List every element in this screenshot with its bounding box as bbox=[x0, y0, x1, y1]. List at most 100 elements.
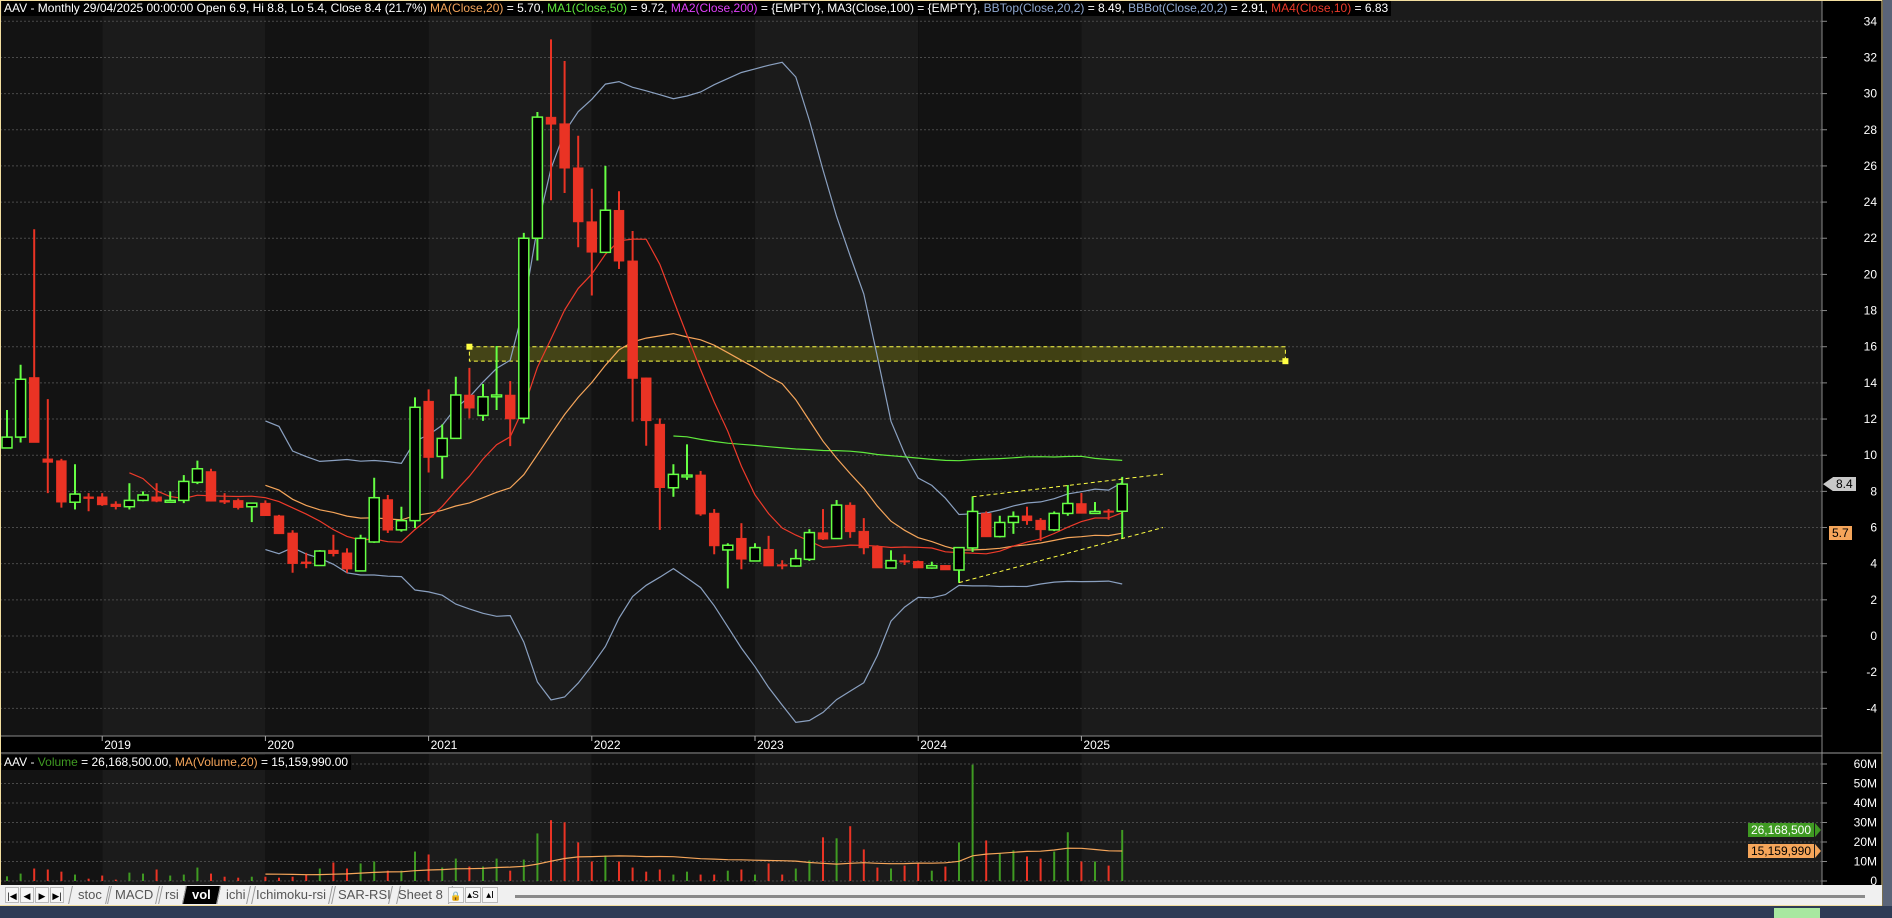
candle-body bbox=[844, 504, 856, 533]
candle bbox=[586, 188, 598, 296]
candle bbox=[191, 460, 204, 485]
candle bbox=[1103, 509, 1114, 520]
x-tick-label: 2022 bbox=[594, 738, 621, 752]
candle-body bbox=[300, 561, 312, 564]
candle bbox=[1007, 511, 1020, 534]
candle bbox=[899, 554, 910, 565]
candle-body bbox=[28, 377, 40, 443]
tab-sheet-8[interactable]: Sheet 8 bbox=[388, 886, 453, 904]
bbtop-label: BBTop(Close,20,2) bbox=[983, 1, 1085, 15]
ma20-price-tag: 5.7 bbox=[1829, 526, 1852, 541]
y-tick-label: 16 bbox=[1864, 340, 1878, 354]
candle bbox=[736, 523, 747, 570]
x-tick-label: 2024 bbox=[920, 738, 947, 752]
tab-label: MACD bbox=[115, 887, 154, 902]
candle-body bbox=[681, 474, 693, 478]
candle bbox=[314, 550, 326, 567]
sync-s-button[interactable]: ▴S bbox=[465, 887, 481, 903]
candle bbox=[219, 493, 230, 505]
candle bbox=[1089, 502, 1101, 515]
candle bbox=[695, 470, 706, 516]
candle bbox=[69, 464, 81, 510]
volume-ma-tag-text: 15,159,990 bbox=[1750, 844, 1811, 859]
candle-body bbox=[613, 209, 625, 262]
bbtop-value: = 8.49, bbox=[1084, 1, 1129, 15]
candle-body bbox=[368, 496, 380, 543]
candle-body bbox=[341, 552, 353, 570]
candle-body bbox=[450, 394, 462, 440]
candle-body bbox=[260, 502, 271, 517]
volume-label: Volume bbox=[37, 755, 78, 769]
candle bbox=[490, 345, 503, 410]
sync-i-button[interactable]: ▴I bbox=[482, 887, 498, 903]
year-band bbox=[0, 754, 103, 885]
bb-bottom-line bbox=[265, 547, 1123, 724]
candle-body bbox=[667, 473, 680, 489]
candle-body bbox=[763, 548, 774, 567]
candle-body bbox=[817, 532, 829, 540]
candle-body bbox=[1048, 512, 1060, 531]
candle-body bbox=[504, 394, 516, 420]
candle-body bbox=[830, 504, 843, 540]
volume-ma-tag: 15,159,990 bbox=[1747, 844, 1814, 859]
candle bbox=[477, 383, 489, 421]
ma20-label: MA(Close,20) bbox=[430, 1, 504, 15]
candle-body bbox=[423, 400, 434, 458]
trendline bbox=[972, 473, 1164, 498]
candle bbox=[436, 424, 448, 479]
y-tick-label: 4 bbox=[1870, 557, 1877, 571]
year-band bbox=[591, 0, 755, 736]
candle bbox=[885, 550, 897, 569]
candle-body bbox=[123, 499, 136, 508]
volume-pane-header: AAV - Volume = 26,168,500.00, MA(Volume,… bbox=[2, 755, 352, 770]
header-prefix: AAV - Monthly 29/04/2025 00:00:00 Open 6… bbox=[4, 1, 431, 15]
candle bbox=[42, 399, 54, 494]
y-tick-label: 30 bbox=[1864, 87, 1878, 101]
candle-body bbox=[803, 531, 816, 561]
bb-top-line bbox=[265, 61, 1123, 516]
ma200-value: = {EMPTY}, bbox=[757, 1, 828, 15]
window-edge bbox=[1883, 0, 1892, 906]
candle-body bbox=[246, 502, 258, 508]
ma50-label: MA1(Close,50) bbox=[547, 1, 628, 15]
candle-body bbox=[328, 549, 339, 554]
y-tick-label: 20 bbox=[1864, 267, 1878, 281]
candle-body bbox=[1, 436, 13, 449]
tab-label: rsi bbox=[165, 887, 179, 902]
horizontal-scrollbar[interactable] bbox=[515, 895, 1865, 898]
last-sheet-button[interactable]: ▶| bbox=[50, 887, 64, 903]
next-sheet-button[interactable]: ▶ bbox=[35, 887, 49, 903]
taskbar-strip bbox=[0, 906, 1892, 918]
tab-label: stoc bbox=[78, 887, 102, 902]
candle-body bbox=[640, 377, 652, 422]
candle-body bbox=[1076, 503, 1087, 514]
tab-label: vol bbox=[192, 887, 211, 902]
lock-icon[interactable]: 🔒 bbox=[448, 887, 464, 903]
bbbot-label: BBBot(Close,20,2) bbox=[1128, 1, 1228, 15]
candle bbox=[790, 549, 802, 567]
candle-body bbox=[464, 394, 475, 409]
candle-body bbox=[382, 499, 394, 531]
candle-body bbox=[586, 221, 598, 253]
candle bbox=[110, 501, 122, 510]
candle bbox=[722, 543, 734, 589]
resistance-zone[interactable] bbox=[466, 343, 1289, 365]
y-tick-label: 8 bbox=[1870, 484, 1877, 498]
first-sheet-button[interactable]: |◀ bbox=[5, 887, 19, 903]
candle-body bbox=[14, 378, 27, 438]
trendlines[interactable] bbox=[958, 473, 1164, 584]
prev-sheet-button[interactable]: ◀ bbox=[20, 887, 34, 903]
candle bbox=[273, 514, 285, 535]
tab-ichimoku-rsi[interactable]: Ichimoku-rsi bbox=[246, 886, 336, 904]
candle bbox=[708, 509, 720, 555]
candle bbox=[994, 515, 1006, 538]
candle bbox=[178, 475, 190, 504]
tab-vol[interactable]: vol bbox=[182, 886, 221, 904]
x-tick-label: 2020 bbox=[267, 738, 294, 752]
candle-body bbox=[966, 510, 979, 549]
candle-body bbox=[69, 493, 81, 503]
year-band bbox=[1081, 754, 1822, 885]
ma20-value: = 5.70, bbox=[503, 1, 548, 15]
candle bbox=[423, 389, 434, 473]
